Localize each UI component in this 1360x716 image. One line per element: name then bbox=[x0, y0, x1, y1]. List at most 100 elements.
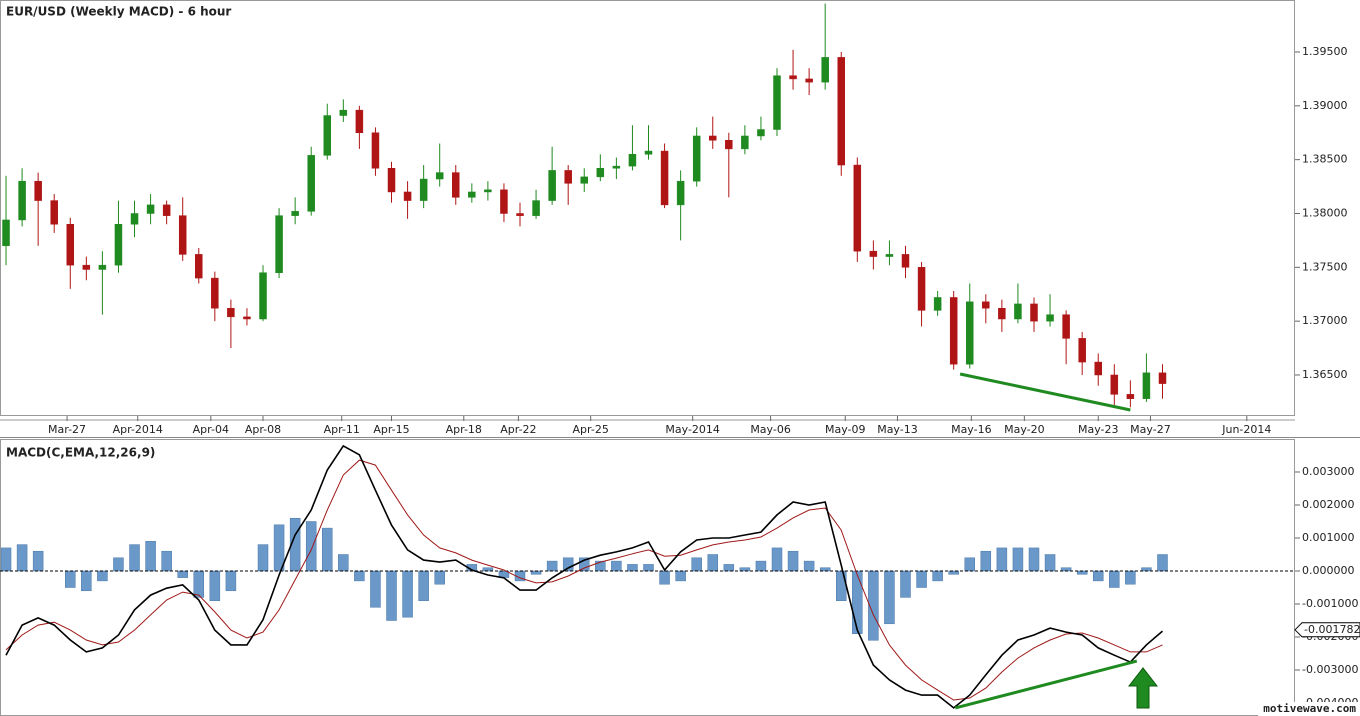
x-tick-label: May-06 bbox=[750, 423, 791, 436]
candle-body bbox=[1142, 372, 1151, 399]
candle-body bbox=[660, 150, 669, 206]
candle-body bbox=[1094, 361, 1102, 376]
histogram-bar bbox=[177, 570, 188, 578]
candle-body bbox=[580, 176, 589, 184]
histogram-bar bbox=[113, 557, 124, 572]
x-tick-label: Apr-08 bbox=[245, 423, 281, 436]
histogram-bar bbox=[370, 570, 381, 608]
candle-body bbox=[243, 316, 251, 320]
histogram-bar bbox=[562, 557, 574, 572]
candle-body bbox=[982, 301, 990, 309]
histogram-bar bbox=[1125, 570, 1136, 585]
candle-body bbox=[500, 189, 508, 214]
last-value-label: -0.001782 bbox=[1304, 623, 1360, 636]
histogram-bar bbox=[723, 564, 735, 572]
x-tick-label: May-09 bbox=[825, 423, 866, 436]
y-tick-label: 0.002000 bbox=[1302, 498, 1355, 511]
histogram-bar bbox=[354, 570, 365, 582]
histogram-bar bbox=[97, 570, 108, 582]
histogram-bar bbox=[948, 570, 959, 575]
histogram-bar bbox=[916, 570, 927, 588]
candle-body bbox=[869, 250, 878, 257]
candle-body bbox=[1046, 314, 1054, 322]
candle-body bbox=[532, 200, 540, 216]
histogram-bar bbox=[145, 541, 156, 572]
histogram-bar bbox=[659, 570, 670, 585]
candle-body bbox=[1126, 394, 1135, 399]
candle-body bbox=[789, 75, 797, 80]
x-tick-label: May-13 bbox=[877, 423, 918, 436]
candle-body bbox=[66, 224, 75, 266]
candle-body bbox=[757, 129, 765, 137]
candle-body bbox=[644, 150, 653, 155]
histogram-bar bbox=[338, 554, 349, 572]
y-tick-label: 1.37500 bbox=[1302, 260, 1348, 273]
histogram-bar bbox=[273, 524, 285, 572]
histogram-bar bbox=[996, 547, 1008, 572]
histogram-bar bbox=[16, 544, 28, 572]
candle-body bbox=[50, 200, 58, 225]
candle-body bbox=[709, 135, 717, 141]
histogram-bar bbox=[161, 550, 172, 572]
histogram-bar bbox=[1109, 570, 1120, 588]
candle-body bbox=[98, 264, 107, 270]
x-tick-label: May-20 bbox=[1004, 423, 1045, 436]
indicator-title: MACD(C,EMA,12,26,9) bbox=[6, 446, 155, 460]
histogram-bar bbox=[546, 560, 558, 572]
candle-body bbox=[1110, 374, 1119, 395]
x-tick-label: Apr-11 bbox=[324, 423, 360, 436]
y-tick-label: 0.003000 bbox=[1302, 465, 1355, 478]
histogram-bar bbox=[1044, 554, 1056, 572]
candle-body bbox=[596, 168, 605, 178]
histogram-bar bbox=[1092, 570, 1104, 582]
histogram-bar bbox=[418, 570, 429, 601]
x-tick-label: Apr-2014 bbox=[113, 423, 163, 436]
candle-body bbox=[211, 277, 219, 309]
trendline bbox=[959, 372, 1131, 412]
candle-body bbox=[917, 267, 926, 311]
histogram-bar bbox=[771, 547, 783, 572]
x-tick-label: Apr-25 bbox=[573, 423, 609, 436]
candle-body bbox=[692, 135, 701, 182]
candle-body bbox=[435, 172, 444, 180]
x-tick-label: May-27 bbox=[1130, 423, 1171, 436]
candle-body bbox=[965, 301, 974, 365]
candle-body bbox=[275, 215, 283, 273]
candle-body bbox=[901, 254, 910, 268]
histogram-bar bbox=[65, 570, 76, 588]
histogram-bar bbox=[1012, 547, 1024, 572]
histogram-bar bbox=[980, 550, 992, 572]
candle-body bbox=[323, 115, 332, 156]
x-tick-label: May-23 bbox=[1078, 423, 1119, 436]
histogram-bar bbox=[81, 570, 92, 592]
histogram-bar bbox=[32, 550, 44, 572]
histogram-bar bbox=[900, 570, 911, 598]
candle-body bbox=[725, 140, 733, 150]
up-arrow bbox=[1127, 667, 1159, 709]
candle-body bbox=[821, 57, 829, 83]
y-tick-label: 1.39500 bbox=[1302, 45, 1348, 58]
histogram-bar bbox=[225, 570, 237, 592]
histogram-bar bbox=[884, 570, 895, 625]
candle-body bbox=[339, 109, 348, 116]
candle-body bbox=[195, 254, 203, 279]
candle-body bbox=[548, 170, 556, 201]
y-tick-label: 0.001000 bbox=[1302, 531, 1355, 544]
y-tick-label: 1.38500 bbox=[1302, 153, 1348, 166]
histogram-bar bbox=[129, 544, 140, 572]
histogram-bar bbox=[0, 547, 12, 572]
histogram-bar bbox=[787, 550, 799, 572]
y-tick-label: 1.39000 bbox=[1302, 99, 1348, 112]
histogram-bar bbox=[627, 564, 638, 572]
histogram-bar bbox=[739, 567, 751, 572]
histogram-bar bbox=[193, 570, 205, 598]
candle-body bbox=[18, 180, 26, 221]
candle-body bbox=[628, 154, 637, 167]
trendline bbox=[954, 659, 1138, 710]
signal-line bbox=[5, 459, 1163, 701]
candle-body bbox=[773, 75, 781, 130]
histogram-bar bbox=[643, 564, 654, 572]
histogram-bar bbox=[611, 560, 622, 572]
histogram-bar bbox=[868, 570, 879, 641]
price-pane bbox=[0, 0, 1295, 416]
